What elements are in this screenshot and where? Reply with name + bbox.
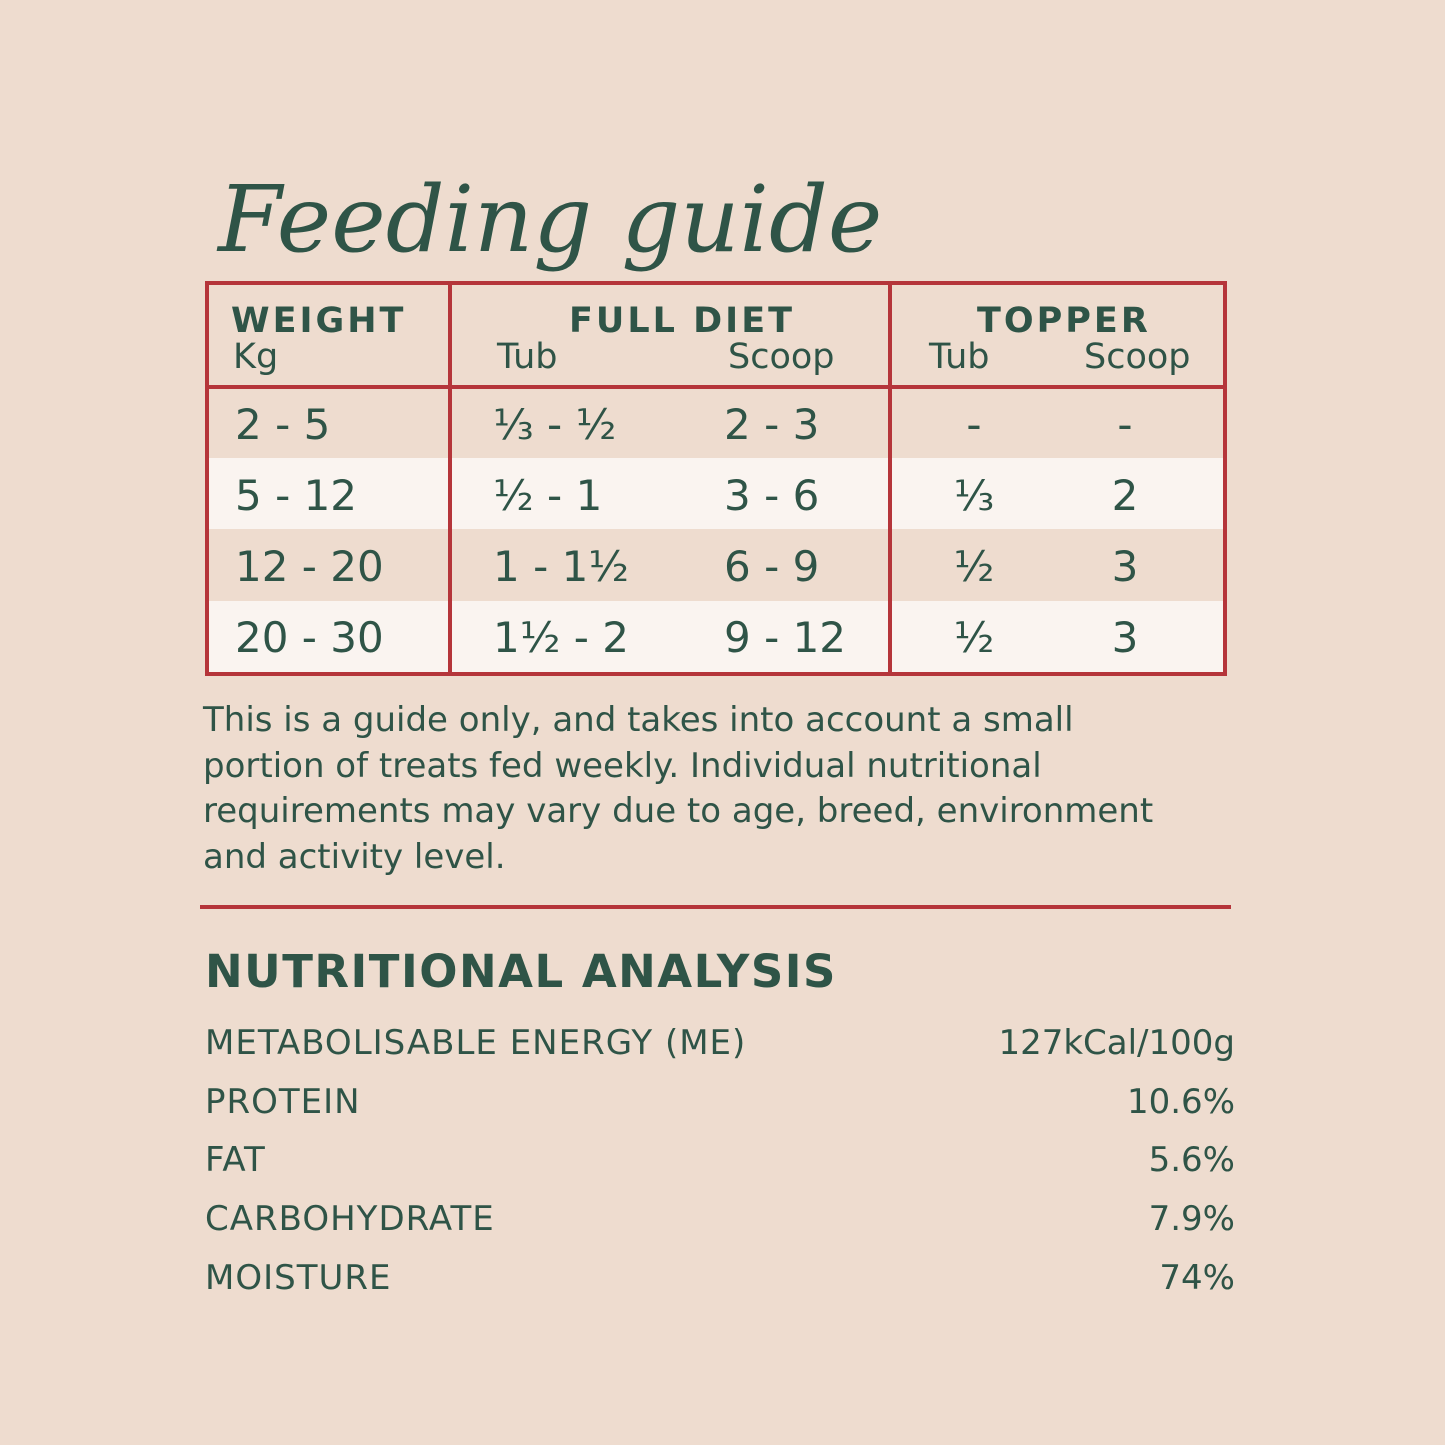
table-cell: - (966, 400, 982, 449)
header: Scoop (728, 337, 835, 377)
nutrient-value: 10.6% (1126, 1081, 1235, 1122)
table-cell: 3 - 6 (724, 471, 820, 520)
table-cell: 2 - 3 (724, 400, 820, 449)
table-cell: 20 - 30 (235, 613, 384, 662)
table-cell: 3 (1111, 613, 1139, 662)
divider (200, 905, 1231, 909)
header: Tub (929, 337, 990, 377)
feeding-table: WEIGHT Kg FULL DIET Tub Scoop TOPPER Tub… (205, 281, 1227, 676)
table-cell: 12 - 20 (235, 542, 384, 591)
header: WEIGHT (231, 301, 407, 341)
table-cell: ⅓ - ½ (493, 400, 617, 449)
header: Kg (233, 337, 279, 377)
table-cell: ½ (953, 613, 995, 662)
header: FULL DIET (569, 301, 795, 341)
table-cell: 6 - 9 (724, 542, 820, 591)
header: Scoop (1084, 337, 1191, 377)
nutrition-title: NUTRITIONAL ANALYSIS (205, 945, 837, 998)
table-cell: 2 - 5 (235, 400, 331, 449)
nutrient-value: 5.6% (1148, 1140, 1235, 1181)
header-rule (209, 385, 1223, 389)
table-cell: 2 (1111, 471, 1139, 520)
nutrient-value: 7.9% (1148, 1199, 1235, 1240)
header: Tub (497, 337, 558, 377)
nutrient-label: FAT (205, 1140, 266, 1181)
table-cell: 1 - 1½ (493, 542, 630, 591)
nutrient-value: 127kCal/100g (998, 1023, 1235, 1063)
title: Feeding guide (218, 166, 883, 273)
nutrient-label: MOISTURE (205, 1257, 392, 1298)
row-stripe (209, 458, 1223, 529)
nutrient-value: 74% (1159, 1257, 1235, 1298)
nutrient-label: CARBOHYDRATE (205, 1199, 495, 1240)
nutrient-label: METABOLISABLE ENERGY (ME) (205, 1023, 747, 1063)
nutrient-label: PROTEIN (205, 1081, 361, 1122)
header: TOPPER (977, 301, 1151, 341)
table-cell: 3 (1111, 542, 1139, 591)
column-rule (888, 285, 892, 672)
table-cell: - (1117, 400, 1133, 449)
row-stripe (209, 601, 1223, 672)
table-cell: ½ - 1 (493, 471, 603, 520)
table-cell: 9 - 12 (724, 613, 847, 662)
table-cell: ½ (953, 542, 995, 591)
note: This is a guide only, and takes into acc… (203, 700, 1154, 877)
column-rule (448, 285, 452, 672)
table-cell: ⅓ (953, 471, 995, 520)
table-cell: 5 - 12 (235, 471, 358, 520)
table-cell: 1½ - 2 (493, 613, 630, 662)
